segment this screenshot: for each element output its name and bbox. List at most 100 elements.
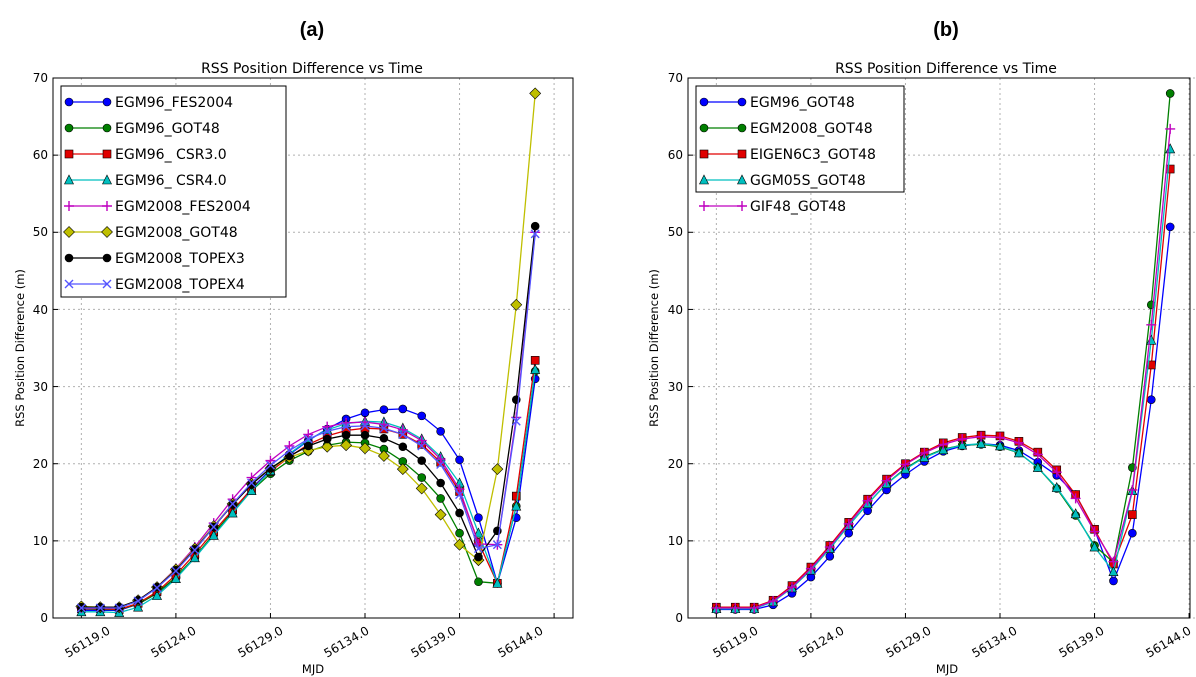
panel-b-data-point xyxy=(919,447,930,458)
panel-b-data-point xyxy=(1032,461,1043,472)
panel-a-legend: EGM96_FES2004 EGM96_GOT48 EGM96_ CSR3.0 … xyxy=(60,85,287,298)
panel-a-data-point xyxy=(95,603,105,613)
panel-a-data-point xyxy=(530,229,540,239)
panel-b-y-tick-label: 30 xyxy=(668,380,683,394)
panel-a-series-group xyxy=(75,87,542,617)
panel-b-series-group xyxy=(711,89,1176,614)
panel-a-x-tick-label: 56134.0 xyxy=(322,623,372,660)
panel-a-data-point xyxy=(511,416,521,426)
panel-a-data-point xyxy=(114,603,124,613)
panel-a-x-tick-label: 56129.0 xyxy=(236,623,286,660)
panel-b-data-point xyxy=(1070,493,1081,504)
panel-a-data-point xyxy=(322,434,332,444)
panel-a-data-point xyxy=(303,429,314,440)
panel-a-data-point xyxy=(436,427,445,436)
panel-a-legend-box xyxy=(60,85,287,298)
panel-a-data-point xyxy=(529,87,542,100)
panel-b-series-line-3 xyxy=(716,168,1171,608)
panel-b-data-point xyxy=(1128,510,1137,519)
panel-b-data-point xyxy=(730,602,741,613)
panel-a-data-point xyxy=(417,441,427,451)
panel-a-data-point xyxy=(379,405,389,415)
panel-b-chart-title: RSS Position Difference vs Time xyxy=(835,61,1057,77)
panel-a-data-point xyxy=(360,408,370,418)
panel-b-data-point xyxy=(768,596,779,607)
panel-b-data-point xyxy=(1070,508,1081,519)
panel-b-data-point xyxy=(1127,484,1138,495)
panel-a-data-point xyxy=(379,423,389,433)
panel-a-data-point xyxy=(530,221,540,231)
panel-a-data-point xyxy=(152,583,162,593)
panel-b-y-tick-label: 50 xyxy=(668,225,683,239)
panel-a-data-point xyxy=(436,459,446,469)
panel-a-data-point xyxy=(455,528,464,538)
panel-b-data-point xyxy=(1128,528,1137,538)
panel-a-data-point xyxy=(474,552,483,562)
panel-a-data-point xyxy=(455,508,464,518)
panel-b-legend-marker xyxy=(737,201,747,211)
panel-a-data-point xyxy=(322,421,333,432)
panel-a-legend-marker xyxy=(101,226,113,238)
panel-b-data-point xyxy=(1146,395,1156,404)
panel-a-data-point xyxy=(398,429,408,439)
panel-b-legend-box xyxy=(695,85,905,193)
panel-a-data-point xyxy=(530,356,540,365)
panel-a-data-point xyxy=(417,473,427,482)
panel-b-data-point xyxy=(1165,143,1176,154)
panel-b-data-point xyxy=(938,439,949,450)
panel-a-data-point xyxy=(285,451,294,461)
panel-a-x-tick-label: 56144.0 xyxy=(496,623,546,660)
panel-b-legend-marker xyxy=(699,123,709,133)
panel-b-legend-marker xyxy=(699,201,709,211)
panel-b-legend-marker xyxy=(737,174,747,185)
panel-a-data-point xyxy=(341,422,351,432)
panel-a-legend-marker xyxy=(64,149,74,159)
panel-b-data-point xyxy=(976,437,987,448)
panel-a-legend-markers xyxy=(63,97,113,289)
panel-b-data-point xyxy=(900,459,911,470)
panel-a-data-point xyxy=(76,603,86,613)
panel-a-data-point xyxy=(396,463,409,476)
panel-b-data-point xyxy=(749,602,760,613)
panel-a-data-point xyxy=(209,522,219,532)
panel-a-legend-marker xyxy=(64,279,74,289)
panel-b-y-tick-labels: 0 10 20 30 40 50 60 70 xyxy=(668,71,683,625)
panel-a-data-point xyxy=(133,601,144,612)
panel-a-legend-marker xyxy=(64,201,74,211)
panel-b-data-point xyxy=(1108,566,1119,577)
panel-a-x-axis-label: MJD xyxy=(302,662,324,676)
panel-a-data-point xyxy=(436,494,445,503)
panel-a-data-point xyxy=(455,490,465,500)
panel-a-letter: (a) xyxy=(300,19,324,41)
panel-b-x-tick-label: 56134.0 xyxy=(970,623,1020,660)
panel-b-data-point xyxy=(957,434,968,445)
panel-a-x-tick-label: 56119.0 xyxy=(63,623,113,660)
panel-a-data-point xyxy=(340,439,353,452)
panel-a-series-line-2 xyxy=(81,371,536,611)
panel-a-legend-marker xyxy=(63,226,75,238)
panel-a-series-line-1 xyxy=(81,378,536,611)
panel-b-data-point xyxy=(1013,437,1024,448)
panel-a-data-point xyxy=(247,478,257,488)
panel-a-legend-marker xyxy=(64,97,74,107)
panel-a-y-tick-label: 30 xyxy=(33,380,48,394)
panel-a-data-point xyxy=(377,450,390,462)
panel-a-legend-marker xyxy=(64,174,74,185)
panel-a-y-tick-label: 20 xyxy=(33,457,48,471)
panel-a-data-point xyxy=(491,463,504,476)
panel-b-data-point xyxy=(711,602,722,613)
panel-a-data-point xyxy=(415,482,428,495)
panel-a-legend-marker xyxy=(64,253,74,263)
panel-b-legend-marker xyxy=(737,123,747,133)
panel-b-legend: EGM96_GOT48 EGM2008_GOT48 EIGEN6C3_GOT48… xyxy=(695,85,905,215)
panel-b-legend-label: EGM2008_GOT48 xyxy=(750,121,873,137)
panel-a-legend-label: EGM2008_GOT48 xyxy=(115,225,238,241)
panel-a-data-point xyxy=(133,596,143,606)
panel-a-data-point xyxy=(170,572,181,583)
panel-a-data-point xyxy=(511,500,522,511)
panel-a-data-point xyxy=(341,430,351,440)
panel-a-x-tick-label: 56124.0 xyxy=(149,623,199,660)
panel-b: (b) RSS Position Difference vs Time 0 10… xyxy=(647,19,1196,676)
panel-a-legend-label: EGM96_ CSR4.0 xyxy=(115,173,227,189)
